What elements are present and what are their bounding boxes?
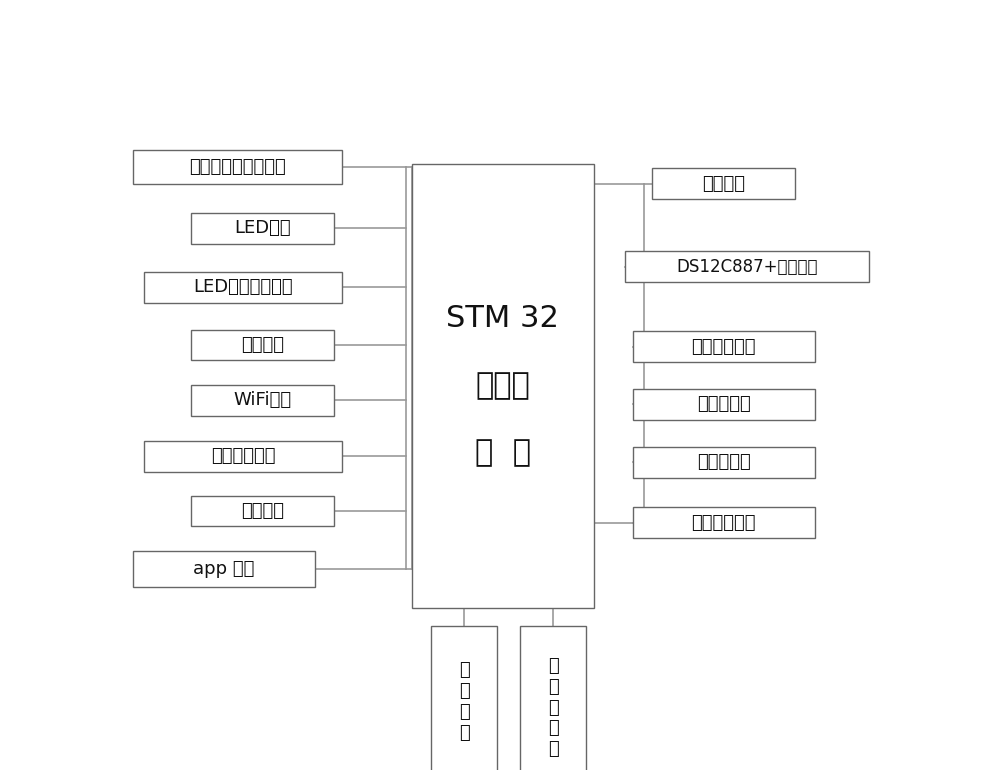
Text: app 模块: app 模块 [193,560,254,578]
Text: 超声波模块: 超声波模块 [697,454,751,471]
FancyBboxPatch shape [633,507,815,538]
Text: 液晶显示模块: 液晶显示模块 [211,447,275,465]
FancyBboxPatch shape [625,251,869,282]
FancyBboxPatch shape [652,169,795,199]
FancyBboxPatch shape [520,626,586,770]
Text: 继
电
器
模
块: 继 电 器 模 块 [548,657,559,758]
Text: 电源模块: 电源模块 [702,175,745,192]
FancyBboxPatch shape [144,272,342,303]
FancyBboxPatch shape [133,551,315,588]
Text: WiFi模块: WiFi模块 [234,391,292,409]
Text: STM 32

单片机

芯  片: STM 32 单片机 芯 片 [446,304,559,467]
Text: 红外线触摸感应模块: 红外线触摸感应模块 [189,158,286,176]
FancyBboxPatch shape [191,330,334,360]
FancyBboxPatch shape [191,385,334,416]
FancyBboxPatch shape [633,447,815,477]
Text: LED灯光投影模块: LED灯光投影模块 [193,279,293,296]
Text: 摄像头模块: 摄像头模块 [697,395,751,413]
Text: 光敏电阻模块: 光敏电阻模块 [691,338,756,356]
FancyBboxPatch shape [633,331,815,362]
Text: 键盘模块: 键盘模块 [241,502,284,520]
FancyBboxPatch shape [133,150,342,184]
Text: LED灯光: LED灯光 [234,219,291,237]
FancyBboxPatch shape [431,626,497,770]
Text: 温
控
模
块: 温 控 模 块 [459,661,469,742]
Text: 音响模块: 音响模块 [241,336,284,354]
FancyBboxPatch shape [191,213,334,243]
FancyBboxPatch shape [633,389,815,420]
Text: DS12C887+时钟芯片: DS12C887+时钟芯片 [676,258,818,276]
FancyBboxPatch shape [144,441,342,472]
Text: 火灾烟雾模块: 火灾烟雾模块 [691,514,756,532]
FancyBboxPatch shape [191,496,334,527]
FancyBboxPatch shape [412,163,594,608]
